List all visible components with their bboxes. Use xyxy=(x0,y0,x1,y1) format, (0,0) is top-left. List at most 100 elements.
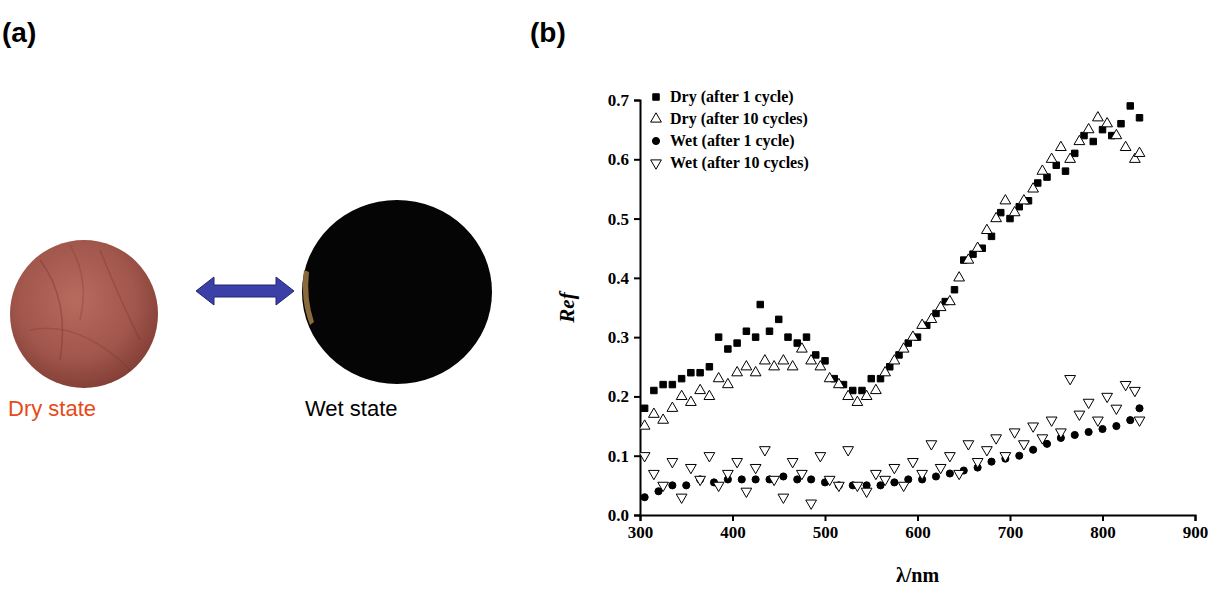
y-axis-tick-label: 0.2 xyxy=(608,387,629,406)
point xyxy=(1007,215,1013,221)
point xyxy=(769,476,780,485)
point xyxy=(651,387,657,393)
point xyxy=(787,459,798,468)
point xyxy=(688,369,694,375)
point xyxy=(1053,162,1059,168)
point xyxy=(932,473,939,480)
series-points xyxy=(640,112,1145,430)
panel-label: (a) xyxy=(2,17,36,48)
point xyxy=(877,375,883,381)
point xyxy=(797,470,808,479)
point xyxy=(982,447,993,456)
point xyxy=(785,334,791,340)
point xyxy=(1016,203,1022,209)
point xyxy=(1136,115,1142,121)
point xyxy=(1019,441,1030,450)
point xyxy=(725,346,731,352)
point xyxy=(669,381,675,387)
x-axis-line xyxy=(641,516,1196,522)
photo-label: Dry state xyxy=(8,396,96,421)
point xyxy=(1028,183,1039,192)
point xyxy=(757,301,763,307)
x-axis-tick: 700 xyxy=(998,515,1024,542)
point xyxy=(750,367,761,376)
point xyxy=(954,470,965,479)
x-axis-tick-mark xyxy=(825,515,827,521)
point xyxy=(1071,431,1078,438)
point xyxy=(1046,417,1057,426)
point xyxy=(723,470,734,479)
point xyxy=(887,364,893,370)
point xyxy=(898,343,909,352)
point xyxy=(766,328,772,334)
y-axis-tick-mark xyxy=(634,337,640,339)
point xyxy=(843,390,854,399)
photo-label: Wet state xyxy=(305,396,398,421)
point xyxy=(1099,126,1105,132)
legend-marker xyxy=(651,113,662,122)
point xyxy=(843,447,854,456)
point xyxy=(658,482,669,491)
point xyxy=(641,494,648,501)
point xyxy=(1028,423,1039,432)
point xyxy=(1037,435,1048,444)
point xyxy=(1030,446,1037,453)
point xyxy=(926,313,937,322)
point xyxy=(813,352,819,358)
x-axis-tick-label: 800 xyxy=(1090,523,1116,542)
x-axis-tick-label: 600 xyxy=(905,523,931,542)
point xyxy=(972,242,983,251)
point xyxy=(1111,129,1122,138)
y-axis-tick-mark xyxy=(634,159,640,161)
point xyxy=(933,310,939,316)
point xyxy=(778,494,789,503)
x-axis-tick: 400 xyxy=(720,515,746,542)
y-axis-tick: 0.3 xyxy=(608,328,640,347)
legend-label: Wet (after 10 cycles) xyxy=(670,154,809,172)
point xyxy=(695,384,706,393)
point xyxy=(1056,141,1067,150)
point xyxy=(1134,147,1145,156)
y-axis-tick-mark xyxy=(634,218,640,220)
point xyxy=(706,364,712,370)
point xyxy=(880,367,891,376)
point xyxy=(861,390,872,399)
point xyxy=(898,482,909,491)
point xyxy=(991,435,1002,444)
point xyxy=(752,476,759,483)
legend-marker xyxy=(651,160,662,169)
point xyxy=(1093,112,1104,121)
point xyxy=(917,470,928,479)
x-axis-tick-label: 500 xyxy=(813,523,839,542)
y-axis-title: Ref xyxy=(555,290,579,323)
point xyxy=(1118,120,1124,126)
x-axis-tick-mark xyxy=(917,515,919,521)
point xyxy=(713,482,724,491)
point xyxy=(970,251,976,257)
point xyxy=(732,459,743,468)
x-axis-tick-label: 900 xyxy=(1183,523,1209,542)
y-axis-tick: 0.0 xyxy=(608,506,640,525)
point xyxy=(891,479,898,486)
double-arrow xyxy=(196,277,294,305)
point xyxy=(752,334,758,340)
y-axis-tick-label: 0.5 xyxy=(608,210,629,229)
point xyxy=(1065,153,1076,162)
y-axis: 0.00.10.20.30.40.50.60.7 xyxy=(608,91,641,525)
point xyxy=(1113,423,1120,430)
legend-marker xyxy=(653,94,659,100)
point xyxy=(998,209,1004,215)
texture-line xyxy=(30,328,130,370)
point xyxy=(896,352,902,358)
point xyxy=(871,470,882,479)
point xyxy=(1016,452,1023,459)
point xyxy=(806,355,817,364)
point xyxy=(946,470,953,477)
legend-label: Wet (after 1 cycle) xyxy=(670,132,795,150)
point xyxy=(815,361,826,370)
point xyxy=(741,361,752,370)
point xyxy=(683,482,690,489)
point xyxy=(982,224,993,233)
y-axis-tick: 0.6 xyxy=(608,150,640,169)
point xyxy=(704,453,715,462)
